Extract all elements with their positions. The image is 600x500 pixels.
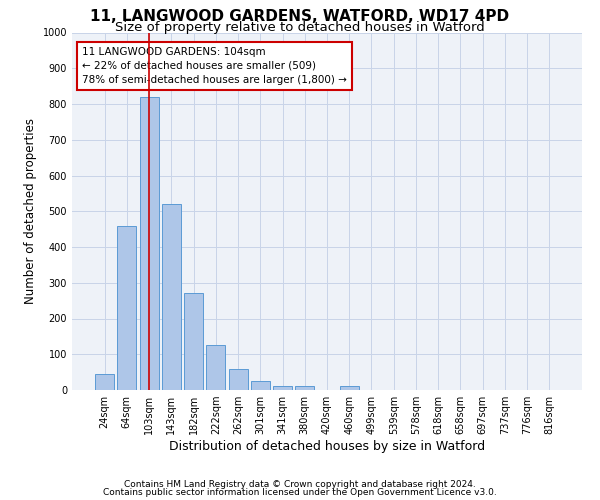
Bar [118, 226, 136, 390]
Text: 11 LANGWOOD GARDENS: 104sqm
← 22% of detached houses are smaller (509)
78% of se: 11 LANGWOOD GARDENS: 104sqm ← 22% of det… [82, 47, 347, 85]
Bar [251, 381, 270, 390]
Bar [95, 374, 114, 390]
Bar [295, 386, 314, 390]
Text: Size of property relative to detached houses in Watford: Size of property relative to detached ho… [115, 21, 485, 34]
Bar [140, 97, 158, 390]
Bar [184, 294, 203, 390]
Bar [162, 204, 181, 390]
Y-axis label: Number of detached properties: Number of detached properties [24, 118, 37, 304]
Text: Contains public sector information licensed under the Open Government Licence v3: Contains public sector information licen… [103, 488, 497, 497]
Bar [340, 386, 359, 390]
Bar [229, 370, 248, 390]
Bar [206, 346, 225, 390]
Bar [273, 386, 292, 390]
Text: 11, LANGWOOD GARDENS, WATFORD, WD17 4PD: 11, LANGWOOD GARDENS, WATFORD, WD17 4PD [91, 9, 509, 24]
Text: Contains HM Land Registry data © Crown copyright and database right 2024.: Contains HM Land Registry data © Crown c… [124, 480, 476, 489]
X-axis label: Distribution of detached houses by size in Watford: Distribution of detached houses by size … [169, 440, 485, 453]
